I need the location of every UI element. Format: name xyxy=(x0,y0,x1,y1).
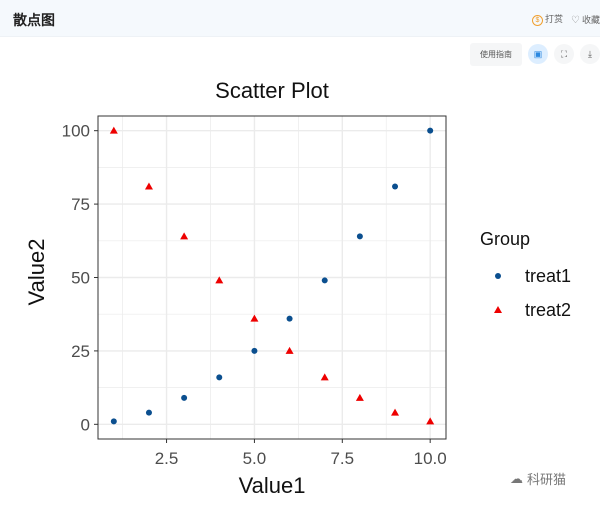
data-point-treat2 xyxy=(215,276,224,284)
data-point-treat1 xyxy=(427,127,434,134)
axes: 2.5 5.0 7.5 10.0 0 25 50 75 100 xyxy=(62,122,447,468)
data-point-treat2 xyxy=(250,314,259,322)
legend-marker-treat2 xyxy=(494,306,502,313)
svg-text:2.5: 2.5 xyxy=(155,449,179,468)
grid xyxy=(98,116,446,439)
data-point-treat1 xyxy=(286,315,293,322)
legend-title: Group xyxy=(480,229,530,249)
data-point-treat1 xyxy=(145,409,152,416)
chart-title: Scatter Plot xyxy=(215,78,329,103)
data-point-treat1 xyxy=(251,347,258,354)
data-point-treat2 xyxy=(391,408,400,416)
data-point-treat1 xyxy=(392,183,399,190)
reward-label: 打赏 xyxy=(545,14,564,24)
toolbar: 使用指南 ▣ ⛶ ⤓ xyxy=(470,42,600,66)
svg-text:75: 75 xyxy=(71,195,90,214)
header-actions: $ 打赏 ♡ 收藏 xyxy=(532,12,600,26)
download-icon[interactable]: ⤓ xyxy=(580,44,600,64)
data-point-treat2 xyxy=(180,232,189,240)
heart-icon: ♡ xyxy=(571,14,580,26)
svg-text:5.0: 5.0 xyxy=(243,449,267,468)
coin-icon: $ xyxy=(532,15,543,26)
svg-text:7.5: 7.5 xyxy=(330,449,354,468)
page-title: 散点图 xyxy=(13,12,55,28)
data-point-treat1 xyxy=(216,374,223,381)
data-point-treat2 xyxy=(285,346,294,354)
svg-text:25: 25 xyxy=(71,342,90,361)
y-axis-label: Value2 xyxy=(24,239,49,306)
wechat-icon: ☁ xyxy=(510,470,523,486)
favorite-button[interactable]: ♡ 收藏 xyxy=(571,13,600,26)
data-point-treat2 xyxy=(109,126,118,134)
data-point-treat1 xyxy=(321,277,328,284)
data-point-treat1 xyxy=(110,418,117,425)
data-point-treat2 xyxy=(144,182,153,190)
data-point-treat2 xyxy=(355,393,364,401)
data-point-treat1 xyxy=(356,233,363,240)
data-point-treat2 xyxy=(426,417,435,425)
data-point-treat2 xyxy=(320,373,329,381)
legend-label-treat1: treat1 xyxy=(525,266,571,286)
svg-text:100: 100 xyxy=(62,122,90,141)
guide-button[interactable]: 使用指南 xyxy=(470,42,522,66)
legend-marker-treat1 xyxy=(495,273,501,279)
legend: Group treat1 treat2 xyxy=(480,229,571,320)
plot-panel xyxy=(97,115,447,440)
fullscreen-icon[interactable]: ⛶ xyxy=(554,44,574,64)
data-point-treat1 xyxy=(181,394,188,401)
data-points xyxy=(109,126,435,425)
svg-text:0: 0 xyxy=(81,415,90,434)
x-axis-label: Value1 xyxy=(239,473,306,498)
watermark-label: 科研猫 xyxy=(527,472,567,487)
legend-label-treat2: treat2 xyxy=(525,300,571,320)
svg-text:10.0: 10.0 xyxy=(414,449,447,468)
pdf-icon[interactable]: ▣ xyxy=(528,44,548,64)
reward-button[interactable]: $ 打赏 xyxy=(532,12,563,26)
top-bar: 散点图 $ 打赏 ♡ 收藏 xyxy=(0,0,600,37)
svg-text:50: 50 xyxy=(71,269,90,288)
watermark: ☁ 科研猫 xyxy=(510,469,566,488)
favorite-label: 收藏 xyxy=(581,14,600,25)
